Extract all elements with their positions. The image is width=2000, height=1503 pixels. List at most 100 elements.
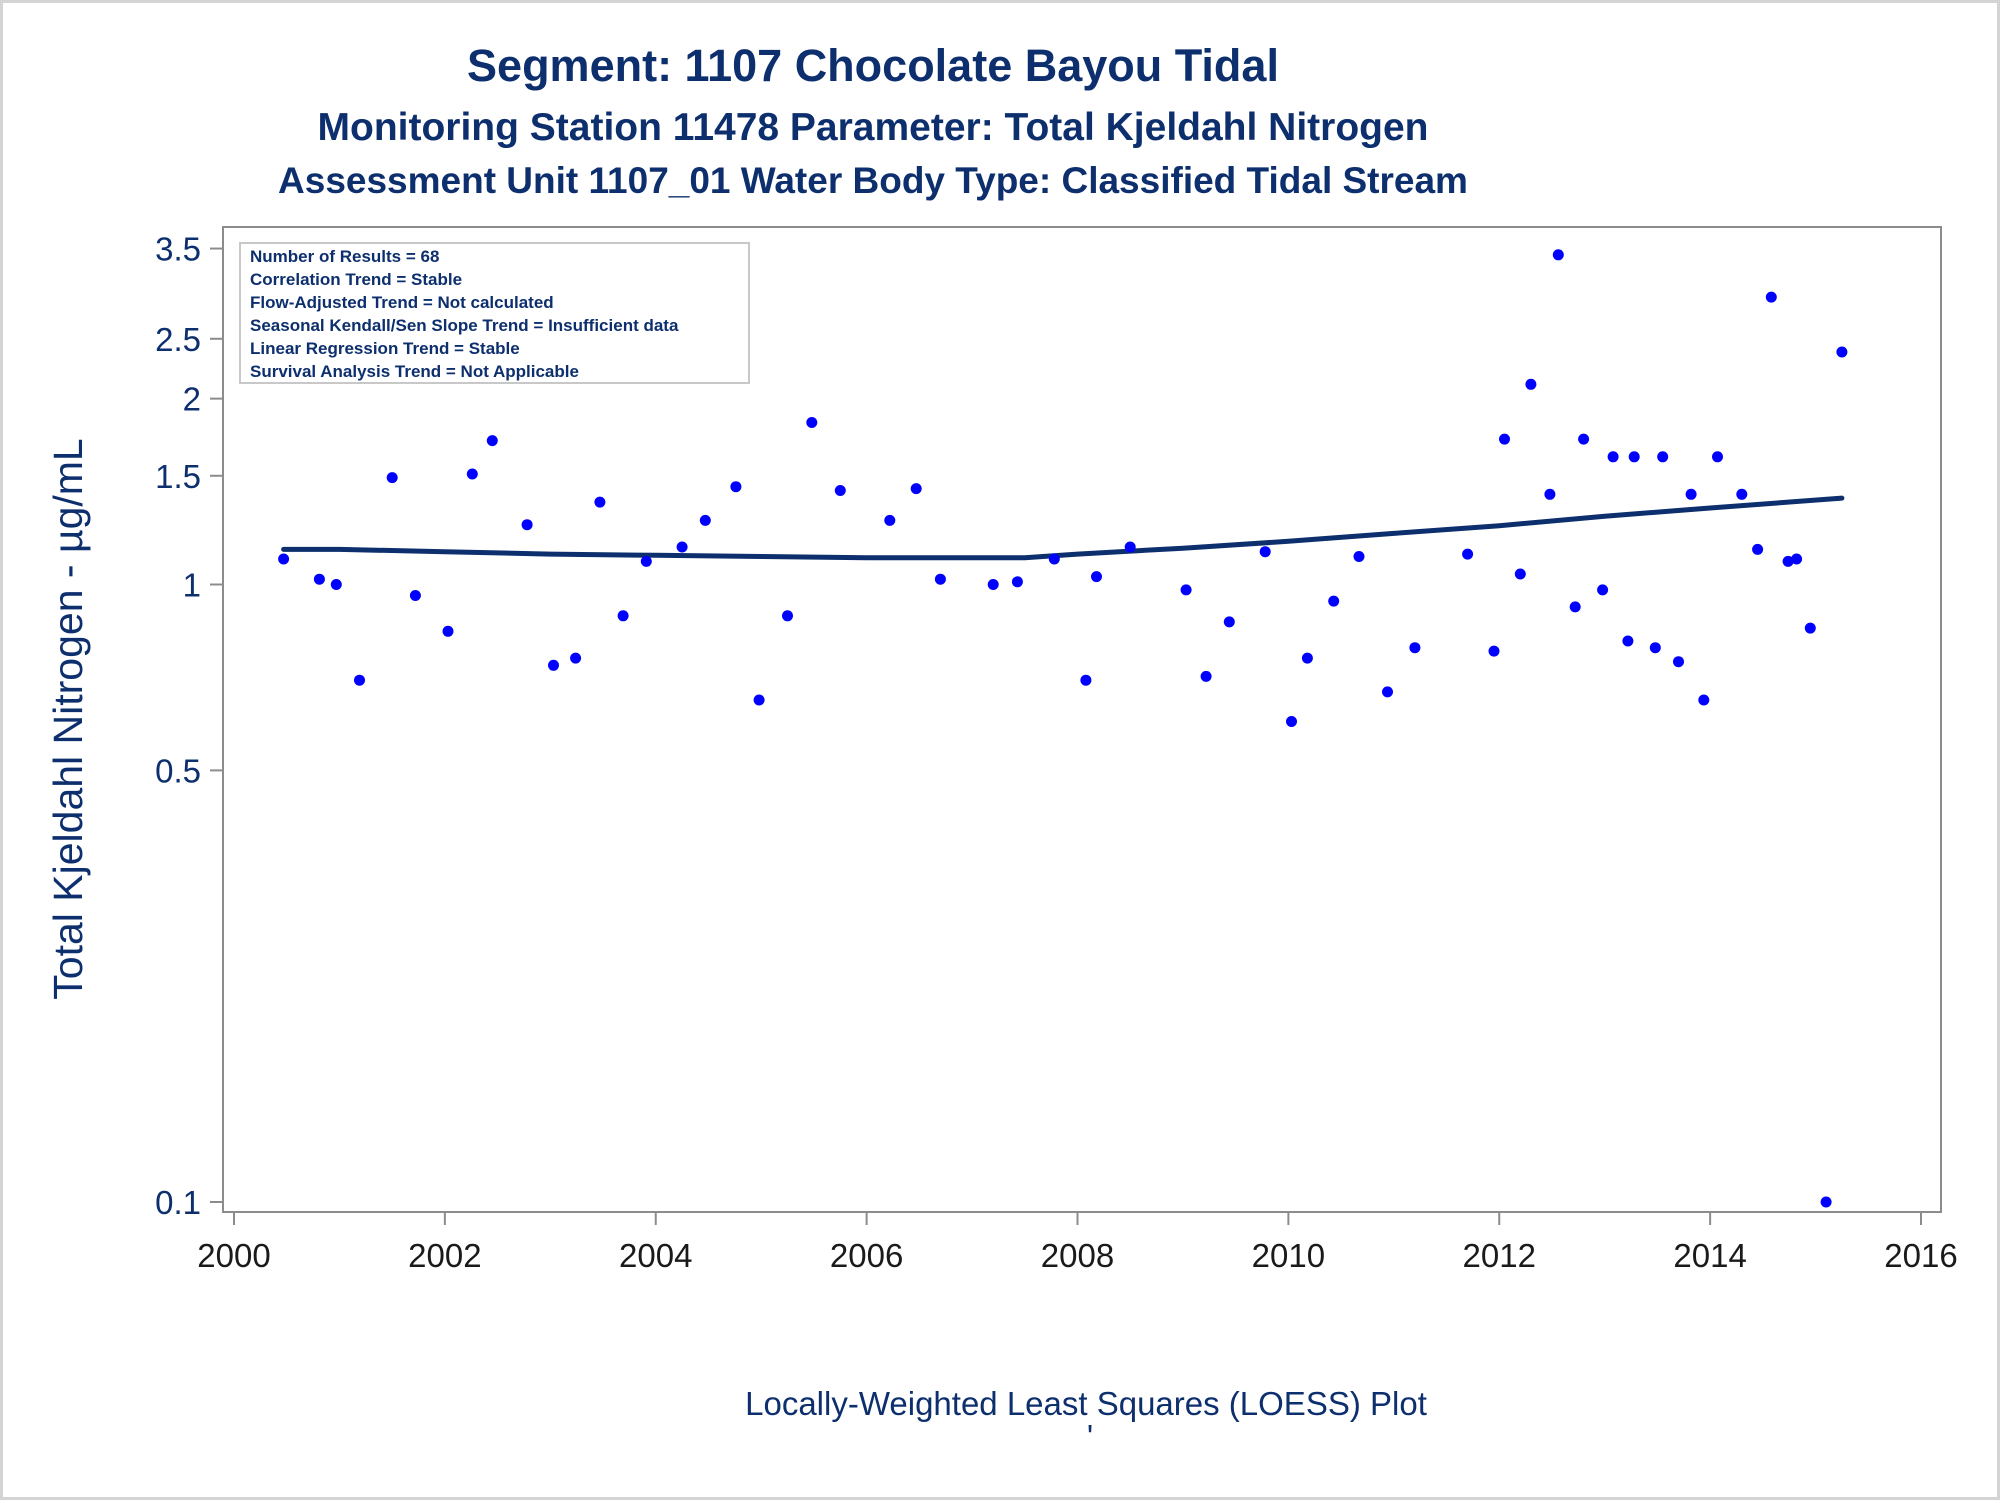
data-point [409,590,421,601]
data-point [354,674,365,686]
data-point [1804,622,1816,634]
data-point [834,485,846,496]
data-point [1409,642,1421,654]
x-axis: 2000 2002 2004 2006 2008 2010 2012 2014 2016 [197,1212,1958,1274]
data-point [278,553,290,565]
y-tick-label: 0.1 [155,1184,201,1221]
data-point [1259,546,1271,558]
data-point [1607,451,1619,463]
y-tick-label: 3.5 [155,231,201,268]
scatter-series [278,249,1848,1208]
data-point [1552,249,1564,261]
data-point [1301,652,1313,664]
data-point [640,555,652,567]
data-point [1124,541,1136,553]
data-point [987,579,999,590]
data-point [617,610,629,622]
data-point [1462,548,1474,560]
x-tick-label: 2000 [197,1237,270,1274]
data-point [699,514,711,526]
data-point [1685,488,1697,500]
data-point [753,694,765,706]
data-point [1525,378,1537,390]
x-axis-footnote-label: Locally-Weighted Least Squares (LOESS) P… [745,1385,1427,1422]
chart-subtitle-station: Monitoring Station 11478 Parameter: Tota… [318,106,1429,149]
loess-series [281,495,1845,561]
data-point [1752,543,1764,555]
data-point [1382,686,1393,698]
chart-canvas: Segment: 1107 Chocolate Bayou Tidal Moni… [45,40,1958,1455]
data-point [884,514,896,526]
x-tick-label: 2004 [619,1237,692,1274]
data-point [1791,553,1803,565]
data-point [1011,576,1023,588]
data-point [594,496,606,508]
data-point [521,519,533,531]
data-point [1080,674,1092,686]
x-tick-label: 2006 [830,1237,903,1274]
data-point [466,468,478,480]
data-point [1353,551,1365,562]
data-point [1499,433,1510,445]
data-point [570,652,582,664]
data-point [1597,584,1609,596]
y-tick-label: 1.5 [155,458,201,495]
data-point [1657,451,1669,463]
data-point [1223,616,1235,628]
x-tick-label: 2012 [1463,1237,1536,1274]
y-tick-label: 0.5 [155,752,201,789]
data-point [1200,670,1212,682]
y-tick-label: 1 [183,567,201,604]
data-point [730,481,742,493]
data-point [910,483,922,495]
data-point [1048,553,1060,565]
data-point [1782,555,1794,567]
data-point [330,579,342,590]
legend-line: Flow-Adjusted Trend = Not calculated [250,293,554,312]
chart-subtitle-assessment: Assessment Unit 1107_01 Water Body Type:… [278,160,1468,201]
data-point [1765,291,1777,303]
data-point [1569,601,1581,613]
loess-line [281,495,1845,561]
data-point [1736,488,1748,500]
data-point [1091,571,1102,583]
data-point [806,417,818,428]
data-point [676,541,688,553]
data-point [1286,716,1297,727]
x-tick-label: 2010 [1252,1237,1325,1274]
data-point [386,472,398,484]
trend-legend-box: Number of Results = 68 Correlation Trend… [239,242,750,384]
chart-title: Segment: 1107 Chocolate Bayou Tidal [467,40,1279,91]
plot-area [222,226,1942,1213]
data-point [1836,346,1848,358]
data-point [1514,568,1526,580]
legend-line: Seasonal Kendall/Sen Slope Trend = Insuf… [250,316,679,335]
data-point [1649,642,1661,654]
data-point [1328,595,1340,607]
data-point [1820,1196,1832,1208]
x-tick-label: 2008 [1041,1237,1114,1274]
data-point [442,625,454,637]
data-point [1180,584,1192,596]
data-point [782,610,793,622]
data-point [1673,656,1684,668]
data-point [934,573,946,585]
y-tick-label: 2.5 [155,321,201,358]
y-axis: 0.1 0.5 1 1.5 2 2.5 3.5 [155,231,223,1221]
x-tick-label: 2014 [1673,1237,1746,1274]
data-point [1488,645,1500,657]
trend-legend-frame [239,242,750,384]
data-point [1698,694,1710,706]
data-point [1578,433,1590,445]
legend-line: Number of Results = 68 [250,247,439,266]
legend-line: Linear Regression Trend = Stable [250,339,520,358]
x-tick-label: 2016 [1884,1237,1957,1274]
data-point [313,573,325,585]
data-point [1712,451,1723,463]
data-point [486,435,498,447]
data-point [1544,488,1556,500]
legend-line: Survival Analysis Trend = Not Applicable [250,362,579,381]
legend-line: Correlation Trend = Stable [250,270,462,289]
data-point [1628,451,1640,463]
